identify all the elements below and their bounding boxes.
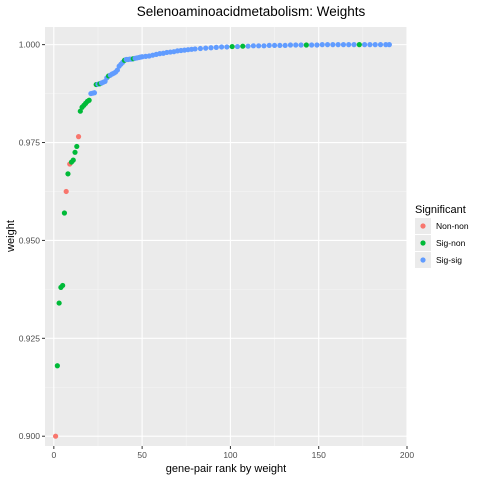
legend: Significant Non-non Sig-non Sig-sig — [415, 204, 469, 268]
data-point — [77, 108, 83, 114]
data-point — [240, 43, 246, 49]
plot-panel — [45, 27, 407, 446]
x-tick-label: 0 — [51, 450, 56, 460]
data-point — [75, 134, 82, 140]
data-point — [114, 67, 120, 73]
legend-key-point — [420, 223, 426, 229]
data-point — [324, 42, 331, 48]
data-point — [319, 42, 325, 48]
data-point — [250, 43, 256, 49]
x-tick-label: 100 — [223, 450, 237, 460]
data-point — [56, 300, 62, 306]
x-tick-label: 50 — [137, 450, 147, 460]
legend-key-point — [420, 240, 426, 246]
data-point — [86, 97, 92, 103]
data-point — [386, 42, 392, 48]
x-axis-ticks: 0 50 100 150 200 — [51, 446, 414, 460]
data-point — [208, 45, 214, 51]
data-point — [52, 433, 59, 439]
y-axis-title: weight — [5, 220, 17, 253]
data-point — [277, 42, 283, 49]
data-point — [377, 42, 384, 48]
data-point — [61, 210, 68, 216]
data-point — [213, 44, 219, 50]
data-point — [256, 43, 262, 49]
data-point — [245, 43, 251, 49]
y-tick-label: 0.925 — [19, 333, 41, 343]
x-axis-title: gene-pair rank by weight — [166, 463, 286, 475]
data-point — [70, 157, 76, 163]
data-point — [218, 44, 225, 50]
data-point — [65, 171, 71, 177]
data-point — [293, 42, 299, 48]
y-tick-label: 0.900 — [19, 431, 41, 441]
legend-label: Non-non — [436, 221, 469, 231]
data-point — [367, 42, 373, 48]
data-point — [63, 188, 69, 195]
data-point — [72, 149, 78, 155]
data-point — [362, 42, 368, 48]
data-point — [91, 90, 98, 96]
x-tick-label: 150 — [312, 450, 326, 460]
minor-gridlines — [45, 27, 407, 446]
data-point — [372, 42, 378, 48]
data-point — [309, 42, 315, 48]
data-point — [351, 42, 357, 48]
data-point — [203, 45, 209, 51]
data-point — [314, 42, 320, 48]
y-tick-label: 0.975 — [19, 138, 41, 148]
data-point — [303, 42, 309, 48]
legend-label: Sig-sig — [436, 255, 462, 265]
data-point — [335, 42, 341, 48]
data-point — [330, 42, 336, 48]
data-point — [229, 43, 235, 50]
data-point — [60, 282, 66, 289]
data-point — [266, 42, 272, 49]
data-point — [54, 363, 60, 369]
data-point — [340, 42, 347, 48]
data-points — [52, 42, 392, 439]
data-point — [356, 42, 362, 48]
data-point — [287, 42, 294, 48]
data-point — [74, 143, 80, 150]
data-point — [234, 43, 241, 50]
data-point — [197, 45, 203, 52]
data-point — [261, 43, 267, 49]
chart-title: Selenoaminoacidmetabolism: Weights — [137, 4, 366, 19]
x-tick-label: 200 — [400, 450, 414, 460]
y-axis-ticks: 0.900 0.925 0.950 0.975 1.000 — [19, 40, 45, 441]
data-point — [192, 46, 198, 52]
y-tick-label: 1.000 — [19, 40, 41, 50]
data-point — [346, 42, 352, 48]
data-point — [298, 42, 304, 48]
legend-title: Significant — [415, 204, 466, 216]
data-point — [282, 42, 288, 49]
legend-label: Sig-non — [436, 238, 466, 248]
legend-key-point — [420, 257, 426, 263]
y-tick-label: 0.950 — [19, 235, 41, 245]
data-point — [271, 42, 278, 49]
data-point — [224, 44, 230, 50]
